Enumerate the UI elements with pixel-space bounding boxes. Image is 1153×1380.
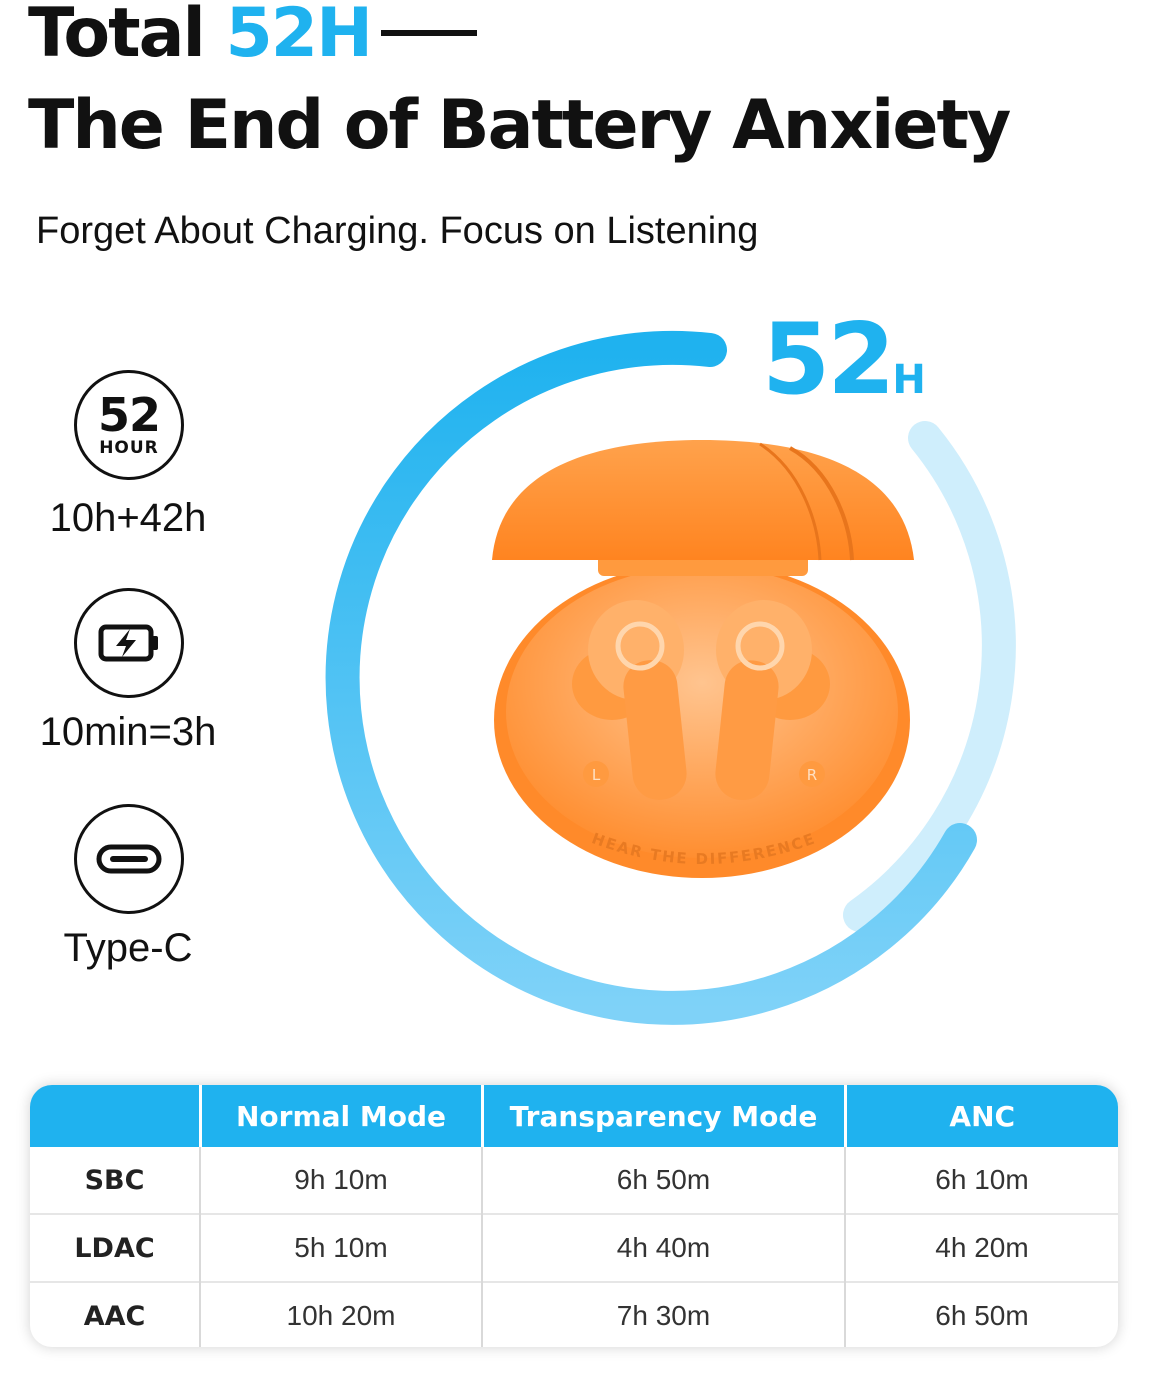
ring-hours-number: 52 (762, 303, 895, 417)
feature-label-total: 10h+42h (49, 496, 207, 540)
table-header-transparency-mode: Transparency Mode (480, 1085, 845, 1147)
fast-charge-battery-icon (74, 588, 184, 698)
table-header-row: Normal Mode Transparency Mode ANC (30, 1085, 1118, 1147)
table-header-normal-mode: Normal Mode (198, 1085, 482, 1147)
table-cell: 6h 10m (844, 1147, 1118, 1214)
badge-unit: HOUR (99, 438, 159, 458)
hero-illustration: L R HEAR THE DIFFERENCE (325, 330, 1016, 1025)
left-earbud-stem (623, 660, 687, 800)
title-line-1: Total 52H (28, 0, 478, 73)
title-accent-hours: 52H (225, 0, 373, 73)
case-lid (492, 440, 914, 560)
table-cell: 7h 30m (481, 1281, 845, 1347)
battery-life-table: Normal Mode Transparency Mode ANC SBC 9h… (30, 1085, 1118, 1347)
table-cell: 4h 20m (844, 1213, 1118, 1282)
table-row: AAC 10h 20m 7h 30m 6h 50m (30, 1281, 1118, 1347)
ring-progress-arc (325, 330, 977, 1025)
table-cell: 5h 10m (199, 1213, 482, 1282)
table-header-anc: ANC (843, 1085, 1118, 1147)
codec-cell: SBC (84, 1164, 145, 1196)
title-prefix: Total (28, 0, 206, 73)
table-cell: 10h 20m (199, 1281, 482, 1347)
subtitle: Forget About Charging. Focus on Listenin… (36, 210, 759, 252)
battery-bolt-icon (98, 624, 158, 662)
table-cell: 9h 10m (199, 1147, 482, 1214)
battery-table: Normal Mode Transparency Mode ANC SBC 9h… (30, 1085, 1118, 1347)
table-header-corner (30, 1085, 200, 1147)
codec-cell: AAC (30, 1281, 200, 1347)
right-marker-icon (799, 761, 825, 787)
title-line-2: The End of Battery Anxiety (28, 86, 1011, 165)
right-marker: R (807, 766, 817, 784)
right-earbud-logo-icon (735, 621, 785, 671)
left-marker: L (592, 766, 601, 784)
badge-number: 52 (97, 388, 161, 442)
feature-label-fast-charge: 10min=3h (39, 710, 217, 754)
right-earbud-stem (715, 660, 779, 801)
type-c-connector-icon (96, 844, 162, 874)
table-cell: 6h 50m (844, 1281, 1118, 1347)
ring-remaining-arc (843, 421, 1016, 932)
52-hour-badge-icon: 52 HOUR (74, 370, 184, 480)
table-cell: 4h 40m (481, 1213, 845, 1282)
left-marker-icon (583, 761, 609, 787)
table-row: SBC 9h 10m 6h 50m 6h 10m (30, 1147, 1118, 1214)
lid-seam (789, 446, 854, 561)
left-earbud-logo-icon (615, 621, 665, 671)
codec-cell: LDAC (30, 1213, 200, 1282)
title-dash (381, 30, 478, 37)
table-cell: 6h 50m (481, 1147, 845, 1214)
feature-label-type-c: Type-C (63, 926, 193, 970)
table-row: LDAC 5h 10m 4h 40m 4h 20m (30, 1213, 1118, 1282)
ring-hours-label: 52H (762, 300, 926, 420)
lid-seam-2 (759, 442, 822, 561)
usb-type-c-port-icon (74, 804, 184, 914)
ring-hours-unit: H (892, 357, 926, 403)
case-tray (506, 566, 898, 858)
